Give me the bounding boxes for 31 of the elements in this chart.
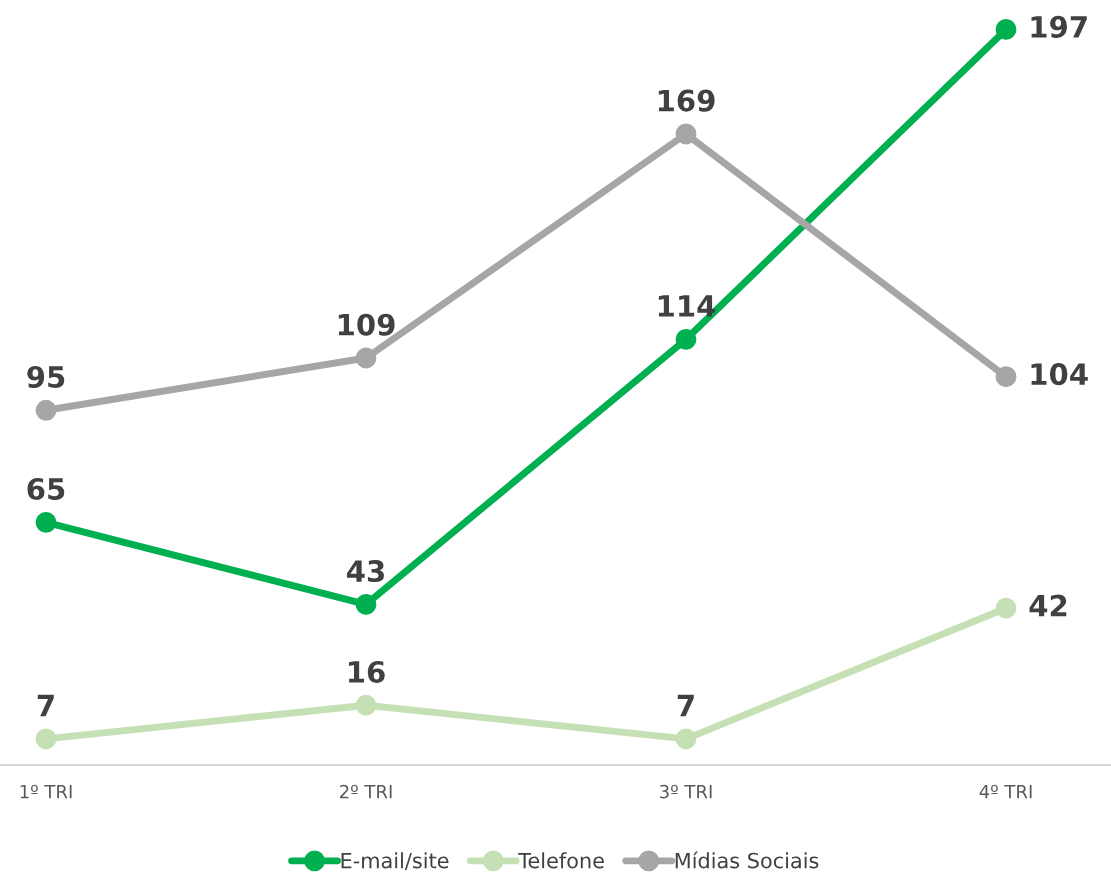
data-label: 114 bbox=[658, 295, 716, 317]
point bbox=[995, 597, 1017, 619]
point bbox=[675, 728, 697, 750]
point bbox=[675, 328, 697, 350]
legend-label: E-mail/site bbox=[341, 852, 449, 871]
x-tick-label: 2º TRI bbox=[340, 784, 392, 799]
point bbox=[35, 728, 57, 750]
data-label: 7 bbox=[677, 694, 694, 717]
point bbox=[675, 123, 697, 145]
data-label: 16 bbox=[349, 660, 385, 683]
data-label: 95 bbox=[27, 365, 65, 388]
x-tick-label: 3º TRI bbox=[660, 784, 712, 799]
point bbox=[995, 366, 1017, 388]
point bbox=[35, 399, 57, 421]
point bbox=[355, 594, 377, 615]
data-label: 42 bbox=[1029, 594, 1067, 617]
data-label: 104 bbox=[1031, 363, 1088, 386]
data-label: 65 bbox=[27, 477, 65, 500]
point bbox=[355, 347, 377, 369]
data-label: 109 bbox=[338, 313, 395, 336]
data-label: 197 bbox=[1031, 15, 1087, 38]
x-tick-label: 1º TRI bbox=[20, 784, 72, 799]
x-tick-label: 4º TRI bbox=[979, 784, 1032, 799]
legend-label: Mídias Sociais bbox=[675, 851, 819, 869]
point bbox=[35, 511, 57, 533]
point bbox=[995, 19, 1017, 40]
data-label: 7 bbox=[37, 694, 54, 717]
data-label: 43 bbox=[347, 560, 384, 583]
data-label: 169 bbox=[658, 89, 715, 112]
legend-label: Telefone bbox=[518, 852, 604, 869]
point bbox=[355, 694, 377, 716]
